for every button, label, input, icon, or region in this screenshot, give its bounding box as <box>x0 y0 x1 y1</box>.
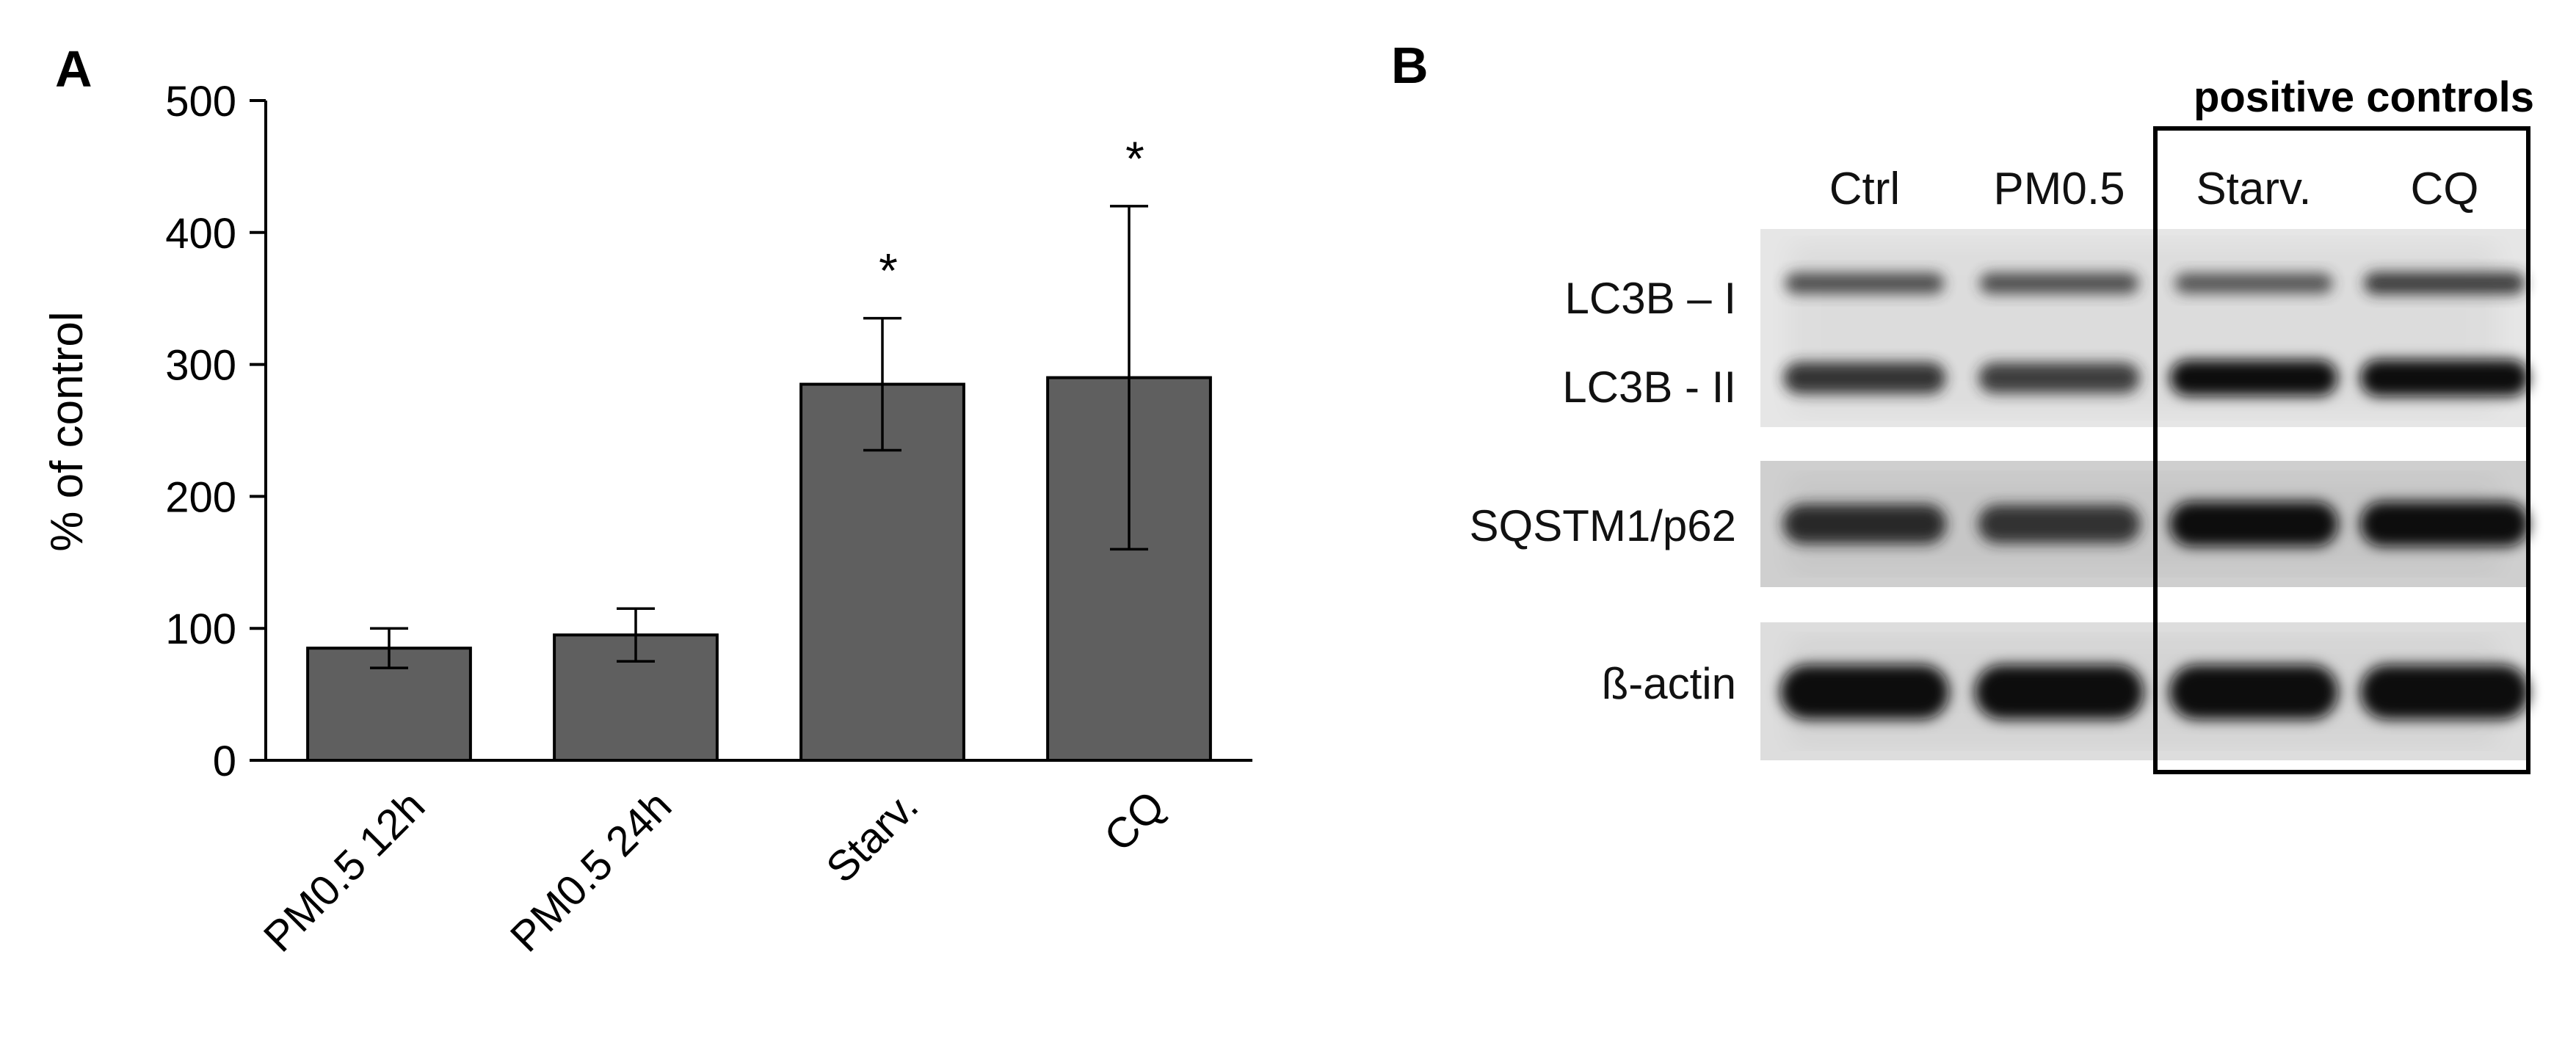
x-tick-label: PM0.5 24h <box>501 782 681 961</box>
y-tick-label: 400 <box>165 210 236 258</box>
significance-marks: ** <box>879 131 1144 298</box>
lane-labels: Ctrl PM0.5 Starv. CQ <box>1829 164 2479 214</box>
blot-band <box>1978 504 2141 544</box>
blot-band <box>2360 359 2529 397</box>
blot-band <box>2169 501 2338 547</box>
blot-band <box>1785 272 1945 294</box>
blot-row-labels: LC3B – I LC3B - II SQSTM1/p62 ß-actin <box>1470 274 1737 708</box>
blot-band <box>2364 272 2525 295</box>
blot-row-label: ß-actin <box>1602 659 1736 708</box>
lane-label: Starv. <box>2196 164 2311 214</box>
blot-band <box>2169 664 2338 720</box>
y-axis-ticks: 0 100 200 300 400 500 <box>165 78 266 785</box>
y-tick-label: 100 <box>165 605 236 653</box>
blot-band <box>1782 504 1947 544</box>
blot-strips <box>1760 229 2529 760</box>
panel-b-western-blot: B positive controls Ctrl PM0.5 Starv. CQ LC… <box>1391 37 2534 774</box>
panel-b-letter: B <box>1391 37 1429 94</box>
blot-band <box>1978 363 2140 393</box>
significance-asterisk: * <box>879 244 898 298</box>
y-axis-label: % of control <box>42 311 92 551</box>
lane-label: PM0.5 <box>1993 164 2125 214</box>
blot-row-label: SQSTM1/p62 <box>1470 501 1737 550</box>
y-tick-label: 300 <box>165 342 236 390</box>
blot-row-label: LC3B – I <box>1565 274 1736 323</box>
blot-band <box>1783 362 1946 394</box>
blot-band <box>2360 501 2529 547</box>
lane-label: CQ <box>2411 164 2479 214</box>
x-tick-label: PM0.5 12h <box>255 782 434 961</box>
blot-band <box>1780 664 1949 720</box>
panel-a-letter: A <box>55 40 92 98</box>
y-tick-label: 0 <box>213 738 236 785</box>
positive-controls-box <box>2153 126 2530 774</box>
positive-controls-label: positive controls <box>2194 73 2534 121</box>
blot-band <box>1979 272 2139 294</box>
lane-label: Ctrl <box>1829 164 1900 214</box>
blot-band <box>1975 664 2144 720</box>
significance-asterisk: * <box>1125 131 1144 186</box>
blot-band <box>2169 360 2338 396</box>
x-axis-tick-labels: PM0.5 12h PM0.5 24h Starv. CQ <box>255 782 1174 961</box>
x-tick-label: Starv. <box>817 782 927 892</box>
y-tick-label: 500 <box>165 78 236 125</box>
blot-strip-lc3b <box>1760 229 2529 427</box>
blot-band <box>2174 272 2333 294</box>
blot-band <box>2360 664 2529 720</box>
y-tick-label: 200 <box>165 473 236 521</box>
blot-row-label: LC3B - II <box>1562 363 1736 412</box>
bar <box>1046 376 1212 762</box>
blot-strip-actin <box>1760 622 2529 760</box>
bars <box>306 376 1212 762</box>
x-tick-label: CQ <box>1095 782 1174 860</box>
blot-strip-sqstm1 <box>1760 461 2529 587</box>
error-bars <box>370 205 1148 669</box>
